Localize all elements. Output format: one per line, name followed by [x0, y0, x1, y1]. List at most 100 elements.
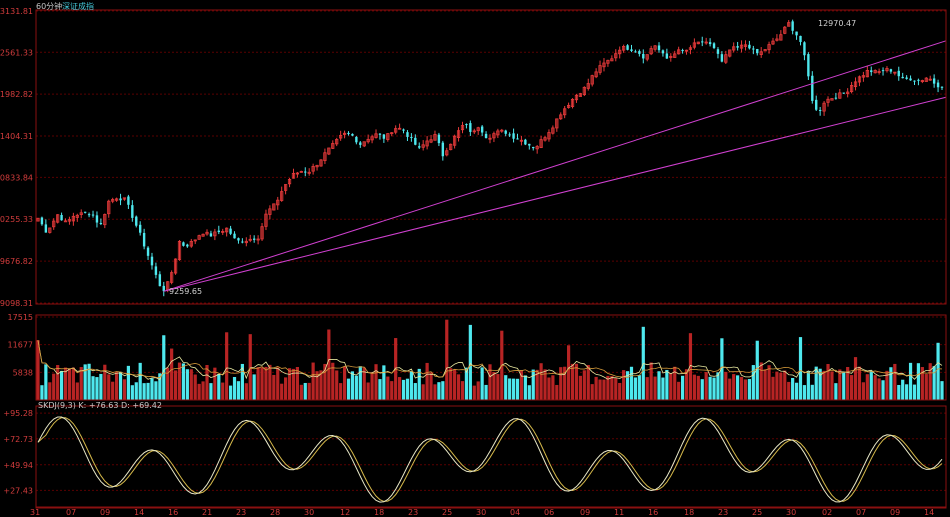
- volume-ma-line: [37, 340, 943, 381]
- volume-bar: [720, 338, 724, 400]
- candle-up: [669, 55, 673, 58]
- volume-bar: [232, 377, 237, 400]
- candle-down: [630, 49, 633, 51]
- candle-down: [359, 142, 362, 145]
- volume-bar: [374, 364, 378, 400]
- candle-up: [743, 44, 748, 47]
- candle-up: [394, 128, 398, 133]
- candle-down: [803, 42, 806, 56]
- candle-down: [237, 238, 240, 241]
- candle-up: [618, 49, 622, 55]
- volume-bar: [173, 370, 178, 400]
- volume-bar: [311, 362, 315, 400]
- candle-up: [924, 77, 928, 82]
- candle-down: [932, 78, 936, 84]
- volume-bar: [531, 369, 535, 400]
- volume-bar: [814, 366, 818, 400]
- x-tick-label: 09: [100, 508, 110, 517]
- min-price-annotation: 9259.65: [169, 287, 202, 296]
- candle-down: [791, 21, 794, 31]
- kdj-tick-label: +49.94: [3, 461, 33, 470]
- volume-bar: [335, 370, 339, 400]
- candle-up: [535, 146, 539, 150]
- volume-bar: [417, 368, 421, 400]
- volume-bar: [217, 373, 221, 400]
- volume-bar: [578, 375, 582, 400]
- candle-up: [885, 68, 889, 72]
- volume-bar: [228, 385, 233, 400]
- volume-bar: [386, 376, 390, 400]
- volume-bar: [154, 381, 158, 400]
- grid-lines: [36, 10, 946, 491]
- candle-down: [119, 198, 122, 201]
- candle-down: [135, 216, 138, 226]
- volume-bar: [633, 377, 638, 400]
- candle-up: [598, 65, 602, 73]
- volume-bar: [468, 324, 472, 400]
- x-tick-label: 23: [236, 508, 246, 517]
- candle-up: [767, 44, 771, 51]
- candle-up: [52, 220, 56, 228]
- candle-up: [877, 71, 881, 73]
- volume-bar: [323, 363, 327, 400]
- volume-bar: [162, 335, 166, 400]
- candle-down: [40, 217, 44, 225]
- candle-up: [335, 139, 339, 145]
- candle-down: [516, 138, 519, 140]
- volume-bar: [637, 375, 641, 400]
- candle-up: [779, 34, 783, 41]
- candle-up: [496, 130, 500, 136]
- candle-up: [893, 71, 897, 74]
- volume-bar: [700, 379, 704, 400]
- volume-bar: [284, 377, 288, 400]
- candle-down: [355, 136, 358, 143]
- volume-bar: [111, 381, 115, 400]
- volume-bar: [354, 375, 358, 400]
- candle-down: [901, 76, 904, 79]
- volume-bar: [59, 370, 64, 400]
- volume-bar: [688, 333, 693, 400]
- candle-down: [351, 133, 354, 136]
- candle-down: [233, 233, 236, 239]
- candle-up: [724, 54, 728, 63]
- candle-down: [665, 53, 669, 59]
- volume-bar: [205, 365, 209, 400]
- volume-bar: [331, 362, 335, 400]
- candle-down: [524, 139, 527, 145]
- candle-up: [574, 94, 579, 101]
- candle-up: [488, 137, 492, 140]
- volume-bar: [511, 378, 516, 400]
- candle-up: [555, 118, 559, 129]
- candle-up: [390, 132, 394, 135]
- candle-up: [460, 125, 465, 131]
- volume-bar: [759, 362, 763, 400]
- x-tick-label: 18: [374, 508, 384, 517]
- x-tick-label: 07: [856, 508, 866, 517]
- candle-down: [154, 266, 158, 275]
- candle-down: [186, 244, 189, 247]
- volume-bar: [669, 373, 673, 400]
- candle-up: [397, 127, 402, 130]
- candle-down: [756, 49, 759, 54]
- candle-down: [842, 92, 845, 94]
- volume-bar: [460, 381, 465, 400]
- candle-up: [327, 147, 331, 155]
- candle-down: [91, 214, 95, 216]
- volume-bar: [370, 372, 374, 400]
- volume-bar: [99, 373, 103, 400]
- volume-bar: [610, 376, 614, 400]
- volume-bar: [755, 340, 759, 400]
- x-tick-label: 30: [476, 508, 486, 517]
- volume-bar: [673, 366, 677, 400]
- candle-up: [551, 127, 555, 134]
- volume-bar: [712, 377, 716, 400]
- candle-up: [787, 22, 791, 27]
- volume-bar: [437, 382, 441, 400]
- volume-bar: [622, 370, 626, 400]
- candle-up: [771, 40, 775, 45]
- kdj-lines: [37, 416, 943, 503]
- volume-bar: [547, 377, 551, 400]
- volume-bar: [185, 369, 189, 400]
- volume-bar: [704, 372, 708, 400]
- x-tick-label: 12: [340, 508, 350, 517]
